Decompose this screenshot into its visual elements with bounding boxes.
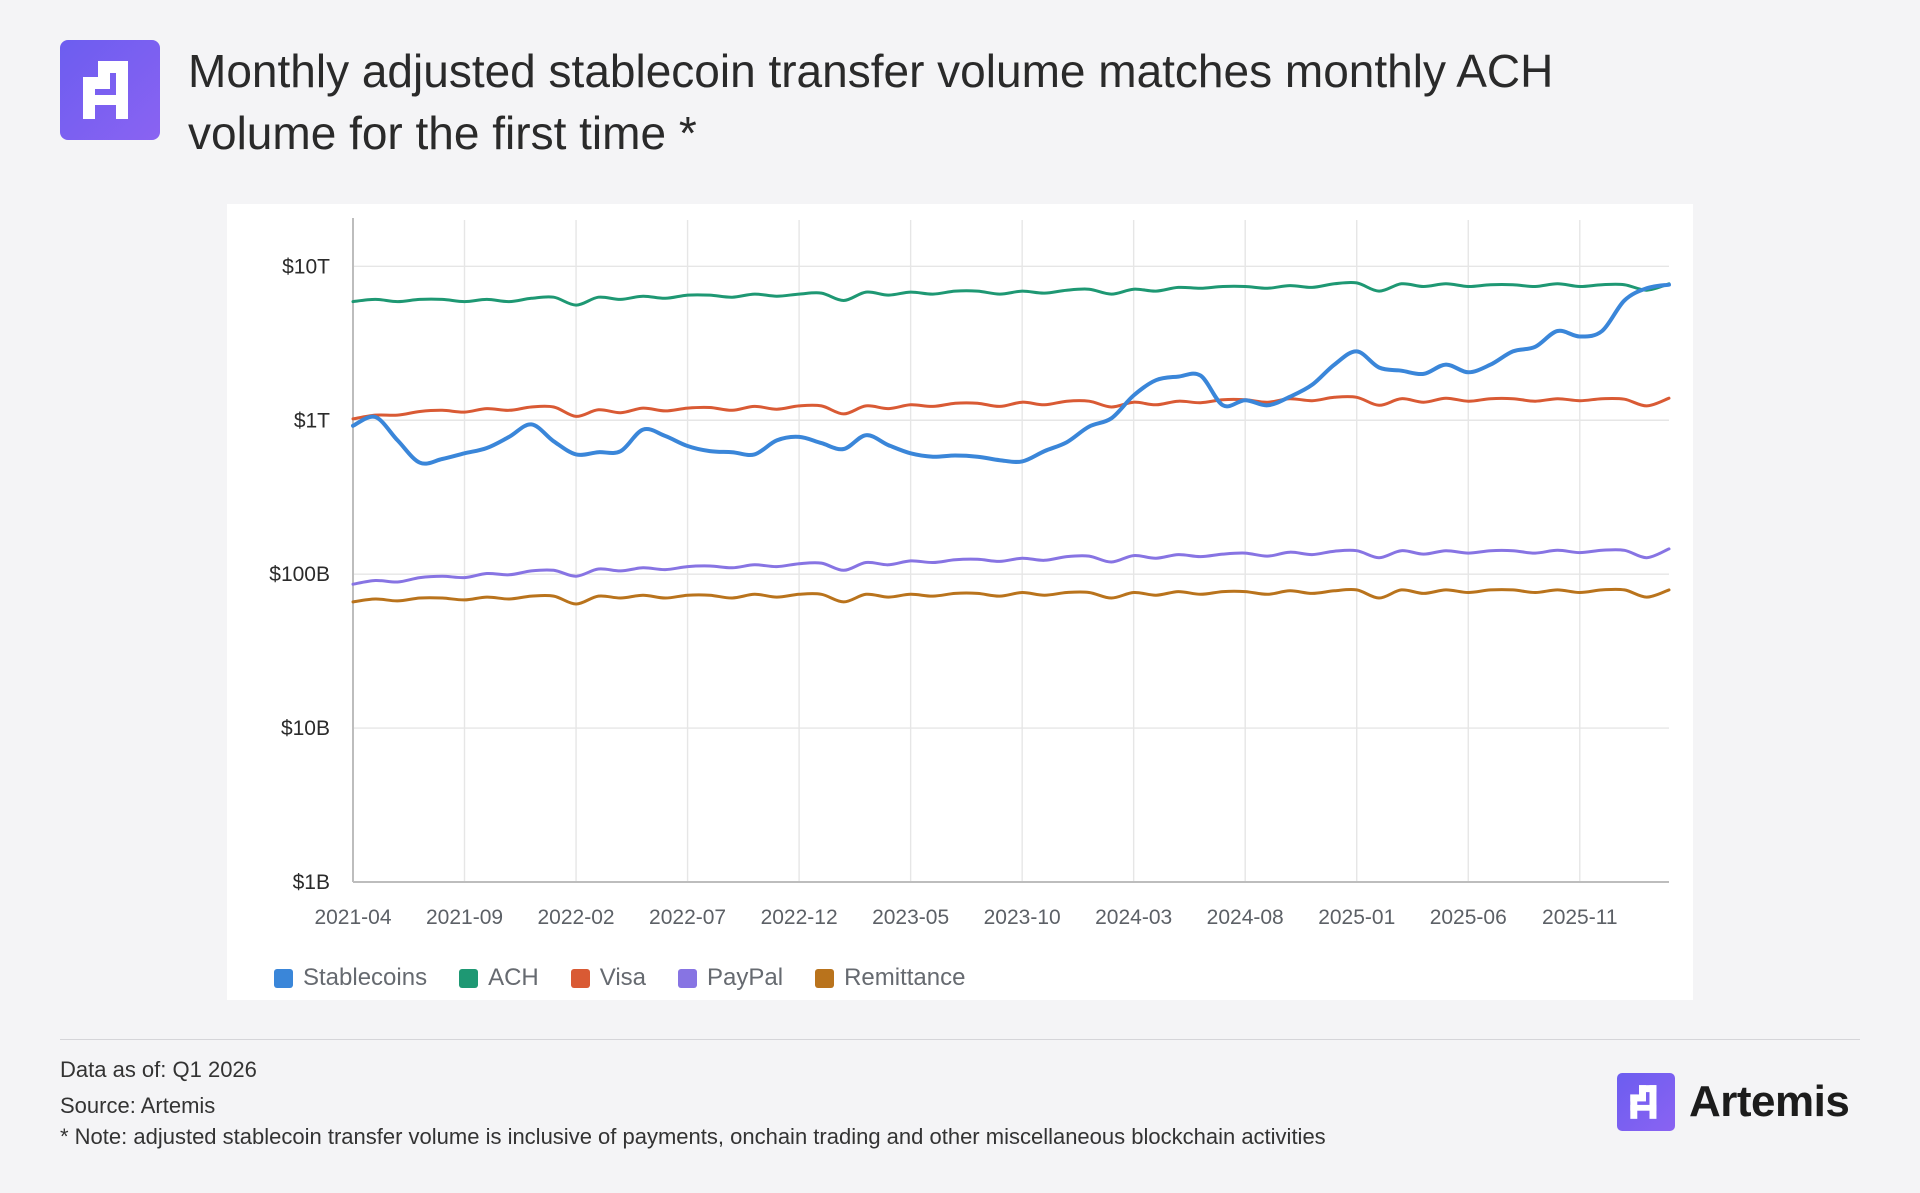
footer-divider bbox=[60, 1039, 1860, 1040]
legend-swatch-stablecoins bbox=[274, 968, 293, 988]
x-tick-label: 2022-02 bbox=[538, 906, 615, 929]
series-line-paypal bbox=[351, 547, 1671, 586]
legend-label-paypal: PayPal bbox=[707, 964, 784, 991]
series-line-ach bbox=[351, 280, 1671, 307]
x-tick-label: 2021-09 bbox=[426, 906, 503, 929]
y-tick-label: $10T bbox=[282, 255, 330, 278]
legend-swatch-ach bbox=[459, 968, 479, 988]
y-tick-label: $10B bbox=[281, 717, 330, 740]
artemis-glyph bbox=[83, 61, 128, 119]
x-tick-label: 2022-12 bbox=[761, 906, 838, 929]
brand-name: Artemis bbox=[1689, 1077, 1850, 1126]
x-tick-label: 2021-04 bbox=[314, 906, 391, 929]
series-line-stablecoins bbox=[351, 282, 1671, 466]
x-tick-label: 2025-01 bbox=[1318, 906, 1395, 929]
data-as-of-text: Data as of: Q1 2026 bbox=[60, 1057, 257, 1082]
line-chart: 2021-04 2021-09 2022-02 2022-07 2022-12 2023-… bbox=[269, 218, 1671, 929]
artemis-logo-icon bbox=[60, 40, 160, 140]
y-tick-label: $1B bbox=[293, 871, 330, 894]
y-tick-label: $100B bbox=[269, 563, 330, 586]
source-text: Source: Artemis bbox=[60, 1093, 216, 1118]
legend-label-ach: ACH bbox=[488, 964, 539, 991]
legend-swatch-paypal bbox=[678, 968, 698, 988]
brand-lockup: Artemis bbox=[1617, 1073, 1850, 1131]
legend-label-stablecoins: Stablecoins bbox=[303, 964, 428, 991]
x-tick-label: 2025-11 bbox=[1542, 906, 1618, 929]
legend-swatch-remittance bbox=[815, 968, 835, 988]
legend-item-ach[interactable]: ACH bbox=[459, 964, 539, 992]
x-tick-label: 2024-08 bbox=[1207, 906, 1284, 929]
legend-label-remittance: Remittance bbox=[844, 964, 966, 991]
legend-item-paypal[interactable]: PayPal bbox=[678, 964, 783, 992]
chart-card: 2021-04 2021-09 2022-02 2022-07 2022-12 2023-… bbox=[227, 204, 1693, 1000]
artemis-brand-icon bbox=[1617, 1073, 1675, 1131]
x-tick-label: 2023-05 bbox=[872, 906, 949, 929]
legend-item-visa[interactable]: Visa bbox=[570, 964, 647, 992]
x-tick-label: 2024-03 bbox=[1095, 906, 1172, 929]
x-tick-label: 2025-06 bbox=[1430, 906, 1507, 929]
chart-title: Monthly adjusted stablecoin transfer vol… bbox=[188, 45, 1554, 159]
footnote-text: * Note: adjusted stablecoin transfer vol… bbox=[60, 1124, 1326, 1149]
legend-item-remittance[interactable]: Remittance bbox=[815, 964, 965, 992]
chart-legend: Stablecoins ACH Visa PayPal Remittance bbox=[274, 964, 997, 992]
x-tick-label: 2022-07 bbox=[649, 906, 726, 929]
x-tick-label: 2023-10 bbox=[984, 906, 1061, 929]
legend-item-stablecoins[interactable]: Stablecoins bbox=[274, 964, 427, 992]
y-tick-label: $1T bbox=[294, 409, 330, 432]
legend-swatch-visa bbox=[570, 968, 590, 988]
series-line-visa bbox=[351, 395, 1671, 421]
series-line-remittance bbox=[351, 587, 1671, 606]
legend-label-visa: Visa bbox=[599, 964, 647, 991]
